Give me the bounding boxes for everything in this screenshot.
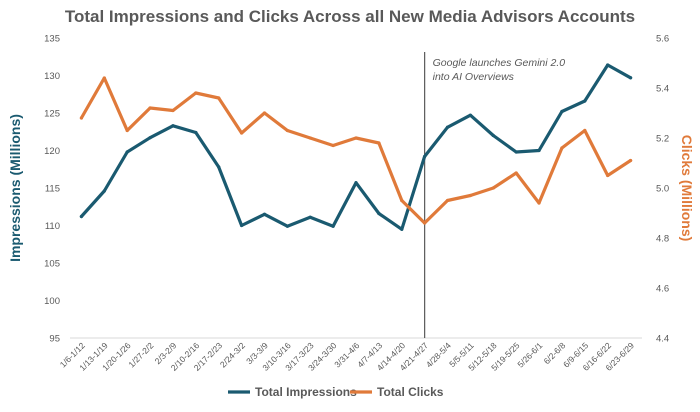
- data-point: [628, 76, 633, 80]
- chart-title: Total Impressions and Clicks Across all …: [65, 7, 635, 26]
- data-point: [377, 141, 381, 145]
- left-tick-label: 110: [45, 221, 60, 232]
- annotation-line: into AI Overviews: [433, 71, 515, 83]
- data-point: [308, 215, 312, 219]
- event-annotation: Google launches Gemini 2.0 into AI Overvi…: [433, 57, 566, 83]
- x-axis-ticks: 1/6-1/121/13-1/191/20-1/261/27-2/22/3-2/…: [58, 340, 636, 373]
- data-point: [628, 158, 633, 163]
- x-tick-label: 5/26-6/1: [515, 340, 544, 369]
- data-point: [354, 181, 358, 185]
- data-point: [171, 124, 175, 128]
- data-point: [102, 189, 106, 193]
- right-axis-ticks: 4.4 4.6 4.8 5.0 5.2 5.4 5.6: [656, 34, 669, 345]
- annotation-line: Google launches Gemini 2.0: [433, 57, 566, 69]
- data-point: [537, 148, 541, 153]
- data-point: [400, 227, 404, 231]
- data-point: [377, 211, 381, 216]
- x-tick-label: 1/27-2/2: [126, 340, 155, 369]
- data-point: [606, 173, 610, 178]
- legend-label: Total Impressions: [255, 385, 357, 399]
- data-point: [262, 111, 267, 115]
- right-tick-label: 5.2: [656, 134, 669, 145]
- data-point: [400, 198, 404, 203]
- data-point: [125, 150, 129, 154]
- left-tick-label: 100: [44, 296, 60, 307]
- right-tick-label: 4.6: [656, 284, 669, 295]
- x-tick-label: 4/28-5/4: [424, 340, 453, 369]
- data-point: [423, 154, 427, 159]
- left-tick-label: 95: [49, 334, 60, 345]
- right-tick-label: 4.8: [656, 234, 669, 245]
- series-layer: [79, 63, 633, 231]
- data-point: [217, 165, 221, 169]
- data-point: [79, 214, 84, 219]
- data-point: [514, 171, 518, 175]
- left-tick-label: 105: [44, 259, 60, 270]
- x-tick-label: 2/24-3/2: [218, 340, 247, 369]
- data-point: [560, 109, 564, 114]
- data-point: [445, 198, 450, 203]
- data-point: [102, 76, 106, 80]
- data-point: [491, 186, 495, 190]
- data-point: [125, 128, 129, 133]
- data-point: [285, 224, 289, 228]
- data-point: [606, 63, 610, 67]
- data-point: [560, 146, 564, 150]
- data-point: [217, 96, 221, 100]
- left-tick-label: 135: [44, 34, 60, 45]
- right-tick-label: 5.0: [656, 184, 669, 195]
- data-point: [240, 131, 244, 135]
- left-tick-label: 120: [44, 146, 60, 157]
- legend-label: Total Clicks: [377, 385, 444, 399]
- left-axis-ticks: 95 100 105 110 115 120 125 130 135: [44, 34, 60, 345]
- data-point: [423, 221, 427, 225]
- data-point: [148, 136, 152, 140]
- left-tick-label: 130: [44, 71, 60, 82]
- right-tick-label: 5.4: [656, 84, 669, 95]
- right-tick-label: 5.6: [656, 34, 669, 45]
- data-point: [262, 212, 267, 216]
- data-point: [285, 128, 289, 133]
- data-point: [171, 108, 175, 113]
- data-point: [148, 106, 152, 110]
- left-tick-label: 125: [44, 109, 60, 120]
- data-point: [514, 150, 518, 154]
- data-point: [354, 136, 358, 140]
- data-point: [445, 125, 450, 129]
- data-point: [491, 133, 495, 138]
- data-point: [583, 128, 587, 133]
- data-point: [194, 130, 198, 135]
- data-point: [194, 91, 198, 95]
- legend: Total Impressions Total Clicks: [228, 385, 444, 399]
- data-point: [468, 193, 472, 198]
- right-tick-label: 4.4: [656, 334, 669, 345]
- right-axis-label: Clicks (Millions): [679, 135, 695, 242]
- data-point: [583, 99, 587, 103]
- data-point: [468, 113, 472, 117]
- series-line-impressions: [79, 63, 633, 231]
- data-point: [79, 116, 84, 120]
- data-point: [331, 143, 335, 148]
- data-point: [331, 224, 335, 228]
- data-point: [308, 136, 312, 140]
- left-axis-label: Impressions (Millions): [7, 114, 23, 262]
- data-point: [537, 201, 541, 205]
- left-tick-label: 115: [45, 184, 60, 195]
- series-line-clicks: [79, 76, 633, 225]
- data-point: [240, 223, 244, 228]
